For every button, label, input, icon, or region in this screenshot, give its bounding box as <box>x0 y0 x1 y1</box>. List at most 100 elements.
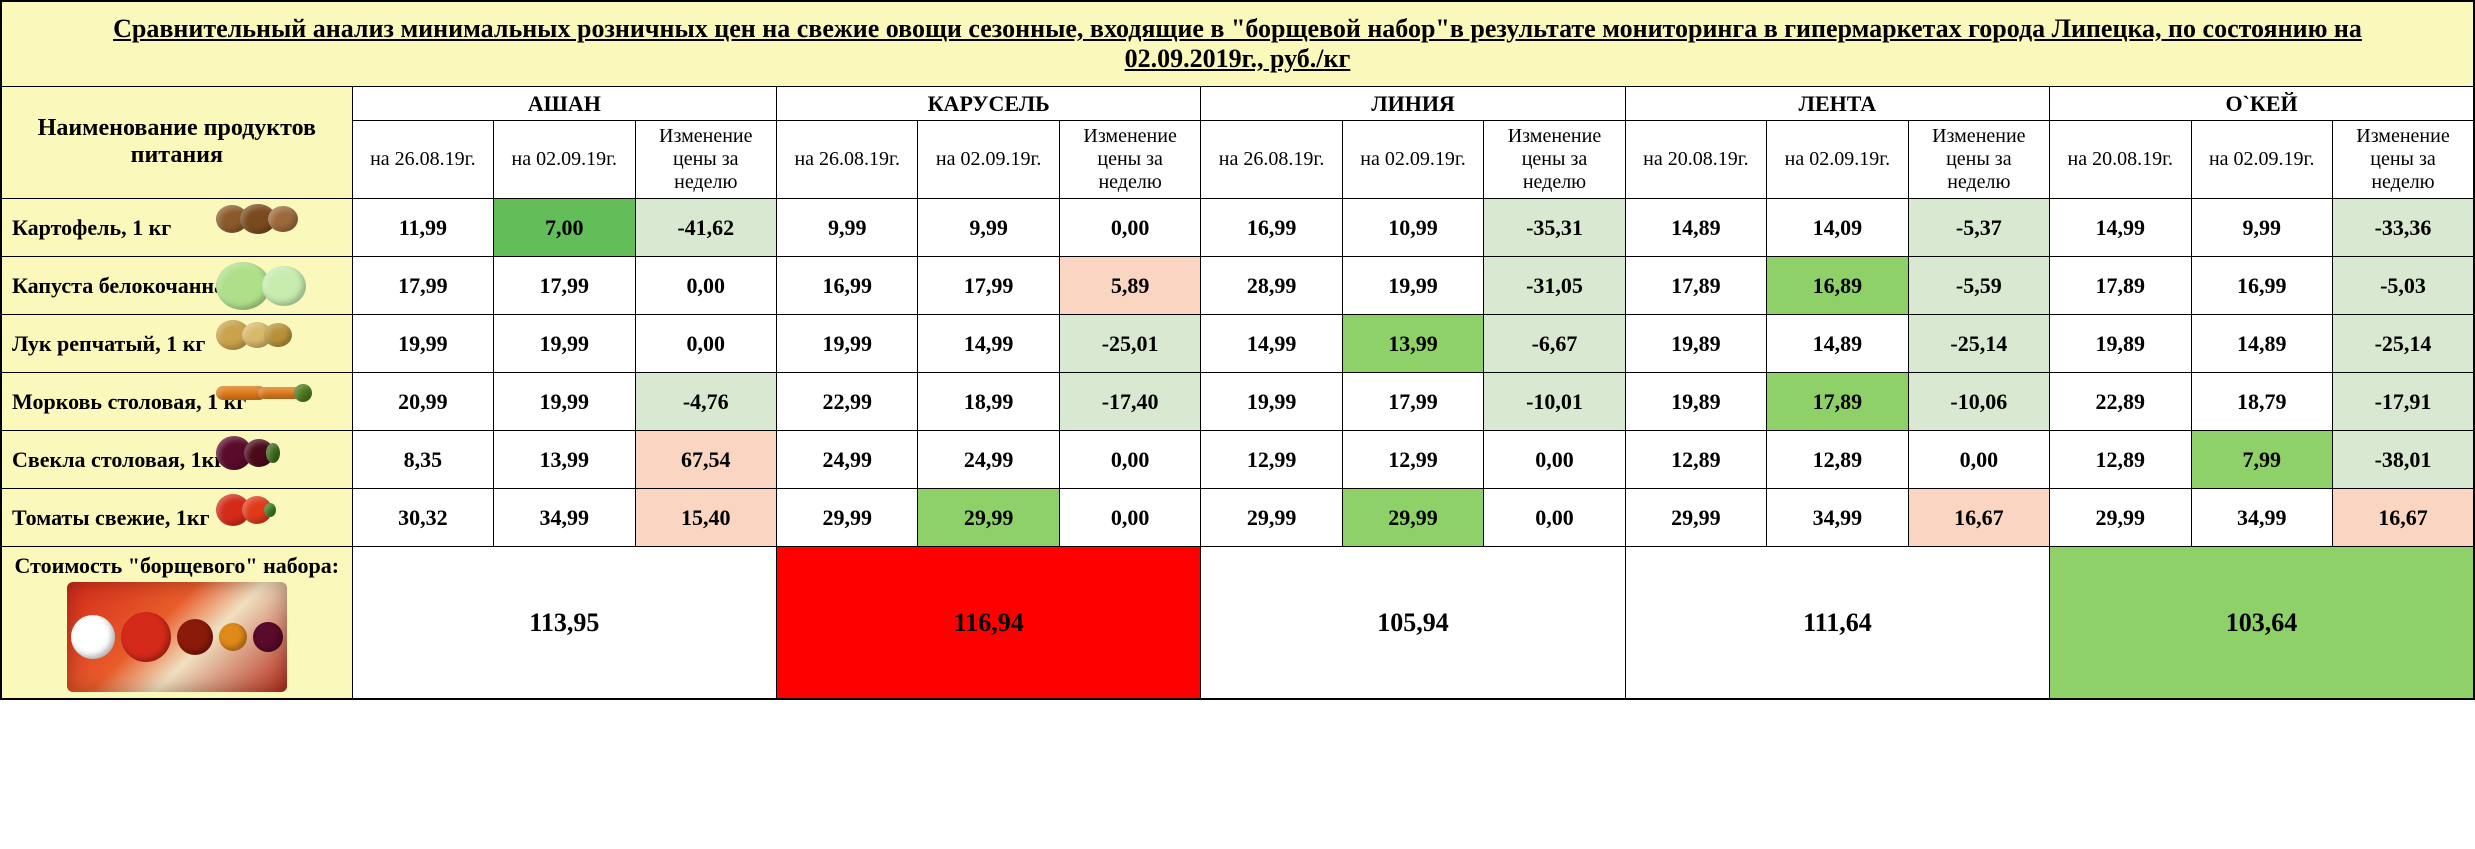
cell-0-1: 7,00 <box>494 199 635 257</box>
cell-1-14: -5,03 <box>2332 257 2474 315</box>
cell-5-8: 0,00 <box>1484 489 1625 547</box>
cell-3-14: -17,91 <box>2332 373 2474 431</box>
cell-1-8: -31,05 <box>1484 257 1625 315</box>
row-5: Томаты свежие, 1кг30,3234,9915,4029,9929… <box>1 489 2474 547</box>
cell-1-12: 17,89 <box>2050 257 2191 315</box>
cell-0-4: 9,99 <box>918 199 1059 257</box>
cell-3-2: -4,76 <box>635 373 776 431</box>
price-table: Сравнительный анализ минимальных розничн… <box>0 0 2475 700</box>
date1-0: на 26.08.19г. <box>352 121 493 199</box>
cell-1-6: 28,99 <box>1201 257 1342 315</box>
row-1: Капуста белокочанная, 1 кг17,9917,990,00… <box>1 257 2474 315</box>
product-name-1: Капуста белокочанная, 1 кг <box>1 257 352 315</box>
cell-2-14: -25,14 <box>2332 315 2474 373</box>
cell-3-11: -10,06 <box>1908 373 2049 431</box>
store-2: ЛИНИЯ <box>1201 86 1625 120</box>
cell-4-1: 13,99 <box>494 431 635 489</box>
cell-1-9: 17,89 <box>1625 257 1766 315</box>
date2-4: на 02.09.19г. <box>2191 121 2332 199</box>
cell-0-11: -5,37 <box>1908 199 2049 257</box>
cell-4-9: 12,89 <box>1625 431 1766 489</box>
cell-0-7: 10,99 <box>1342 199 1483 257</box>
row-4: Свекла столовая, 1кг8,3513,9967,5424,992… <box>1 431 2474 489</box>
cell-5-9: 29,99 <box>1625 489 1766 547</box>
cell-2-7: 13,99 <box>1342 315 1483 373</box>
veg-icon-2 <box>224 320 344 368</box>
cell-5-14: 16,67 <box>2332 489 2474 547</box>
cell-2-10: 14,89 <box>1767 315 1908 373</box>
cell-4-14: -38,01 <box>2332 431 2474 489</box>
cell-2-0: 19,99 <box>352 315 493 373</box>
cell-0-3: 9,99 <box>776 199 917 257</box>
cell-1-7: 19,99 <box>1342 257 1483 315</box>
change-1: Изменение цены за неделю <box>1059 121 1200 199</box>
date2-3: на 02.09.19г. <box>1767 121 1908 199</box>
cell-1-13: 16,99 <box>2191 257 2332 315</box>
borsch-icon <box>67 582 287 692</box>
cell-3-6: 19,99 <box>1201 373 1342 431</box>
cell-3-5: -17,40 <box>1059 373 1200 431</box>
change-2: Изменение цены за неделю <box>1484 121 1625 199</box>
cell-5-1: 34,99 <box>494 489 635 547</box>
cell-2-9: 19,89 <box>1625 315 1766 373</box>
cell-1-5: 5,89 <box>1059 257 1200 315</box>
cell-0-2: -41,62 <box>635 199 776 257</box>
cell-5-4: 29,99 <box>918 489 1059 547</box>
cell-1-2: 0,00 <box>635 257 776 315</box>
cell-0-0: 11,99 <box>352 199 493 257</box>
cell-4-13: 7,99 <box>2191 431 2332 489</box>
product-name-3: Морковь столовая, 1 кг <box>1 373 352 431</box>
row-2: Лук репчатый, 1 кг19,9919,990,0019,9914,… <box>1 315 2474 373</box>
cell-2-2: 0,00 <box>635 315 776 373</box>
date1-1: на 26.08.19г. <box>776 121 917 199</box>
cell-3-7: 17,99 <box>1342 373 1483 431</box>
cell-5-10: 34,99 <box>1767 489 1908 547</box>
cell-4-11: 0,00 <box>1908 431 2049 489</box>
cell-2-13: 14,89 <box>2191 315 2332 373</box>
cell-5-11: 16,67 <box>1908 489 2049 547</box>
cell-1-3: 16,99 <box>776 257 917 315</box>
product-name-2: Лук репчатый, 1 кг <box>1 315 352 373</box>
cell-0-12: 14,99 <box>2050 199 2191 257</box>
veg-icon-4 <box>224 436 344 484</box>
cell-4-8: 0,00 <box>1484 431 1625 489</box>
change-0: Изменение цены за неделю <box>635 121 776 199</box>
cell-2-12: 19,89 <box>2050 315 2191 373</box>
cell-3-1: 19,99 <box>494 373 635 431</box>
cell-4-5: 0,00 <box>1059 431 1200 489</box>
total-2: 105,94 <box>1201 547 1625 700</box>
cell-0-9: 14,89 <box>1625 199 1766 257</box>
cell-5-2: 15,40 <box>635 489 776 547</box>
cell-3-12: 22,89 <box>2050 373 2191 431</box>
cell-1-4: 17,99 <box>918 257 1059 315</box>
cell-4-12: 12,89 <box>2050 431 2191 489</box>
cell-1-10: 16,89 <box>1767 257 1908 315</box>
cell-3-9: 19,89 <box>1625 373 1766 431</box>
cell-2-1: 19,99 <box>494 315 635 373</box>
cell-0-14: -33,36 <box>2332 199 2474 257</box>
date1-4: на 20.08.19г. <box>2050 121 2191 199</box>
date2-0: на 02.09.19г. <box>494 121 635 199</box>
cell-2-5: -25,01 <box>1059 315 1200 373</box>
date2-1: на 02.09.19г. <box>918 121 1059 199</box>
cell-4-3: 24,99 <box>776 431 917 489</box>
cell-5-12: 29,99 <box>2050 489 2191 547</box>
cell-5-0: 30,32 <box>352 489 493 547</box>
cell-0-8: -35,31 <box>1484 199 1625 257</box>
total-1: 116,94 <box>776 547 1200 700</box>
cell-4-7: 12,99 <box>1342 431 1483 489</box>
table-title: Сравнительный анализ минимальных розничн… <box>1 1 2474 86</box>
cell-2-6: 14,99 <box>1201 315 1342 373</box>
total-4: 103,64 <box>2050 547 2474 700</box>
store-3: ЛЕНТА <box>1625 86 2049 120</box>
change-3: Изменение цены за неделю <box>1908 121 2049 199</box>
product-name-4: Свекла столовая, 1кг <box>1 431 352 489</box>
cell-4-4: 24,99 <box>918 431 1059 489</box>
cell-3-13: 18,79 <box>2191 373 2332 431</box>
cell-5-13: 34,99 <box>2191 489 2332 547</box>
cell-2-11: -25,14 <box>1908 315 2049 373</box>
cell-3-10: 17,89 <box>1767 373 1908 431</box>
change-4: Изменение цены за неделю <box>2332 121 2474 199</box>
cell-2-8: -6,67 <box>1484 315 1625 373</box>
cell-3-4: 18,99 <box>918 373 1059 431</box>
